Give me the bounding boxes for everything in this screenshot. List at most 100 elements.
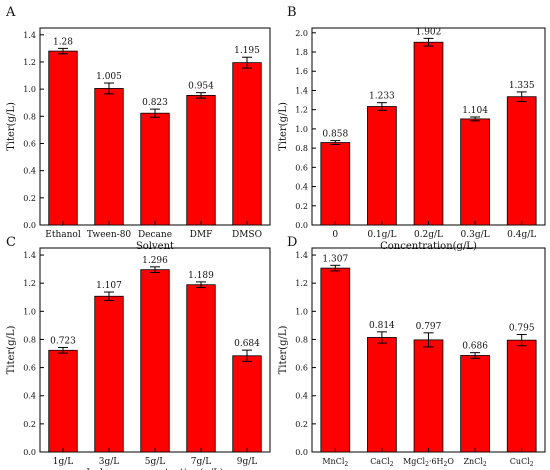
y-tick-label: 0.0 xyxy=(23,221,36,230)
y-axis-title: Titer(g/L) xyxy=(278,102,289,151)
y-tick-label: 1.0 xyxy=(23,307,36,316)
x-tick-label: 0.3g/L xyxy=(461,230,490,240)
y-axis-title: Titer(g/L) xyxy=(6,102,17,151)
x-tick-label: CuCl2 xyxy=(510,457,534,468)
y-tick-label: 0.2 xyxy=(295,202,308,211)
y-tick-label: 1.8 xyxy=(295,48,308,57)
x-tick-label: 0 xyxy=(332,230,338,240)
x-axis-title: Concentration(g/L) xyxy=(380,241,477,252)
y-tick-label: 0.4 xyxy=(295,392,308,401)
y-tick-label: 0.2 xyxy=(23,194,36,203)
x-tick-label: 9g/L xyxy=(237,457,258,467)
bar xyxy=(186,94,216,226)
bar xyxy=(413,41,444,226)
panel-a: A 0.0 0.2 0.4 0.6 0.8 1.0 1.2 1.4 Titer(g/L) 1.28 E… xyxy=(5,5,271,252)
x-axis-title: Inducer concentration(g/L) xyxy=(86,468,223,470)
y-tick-label: 0.0 xyxy=(295,448,308,457)
y-tick-label: 0.4 xyxy=(23,392,36,401)
data-label: 1.107 xyxy=(96,281,122,291)
y-tick-label: 0.0 xyxy=(295,221,308,230)
y-tick-label: 0.6 xyxy=(23,364,36,373)
data-label: 0.954 xyxy=(188,82,214,92)
y-tick-label: 1.2 xyxy=(23,58,36,67)
bar xyxy=(232,355,262,453)
x-tick-label: Decane xyxy=(138,230,172,240)
y-tick-label: 2.0 xyxy=(295,29,308,38)
x-tick-label: Tween-80 xyxy=(87,230,132,240)
panel-letter: D xyxy=(287,235,297,250)
x-tick-label: MnCl2 xyxy=(322,457,348,468)
bar xyxy=(232,62,262,226)
data-label: 1.28 xyxy=(53,37,73,47)
bar xyxy=(367,106,397,226)
x-tick-label: Ethanol xyxy=(45,230,81,240)
data-label: 0.823 xyxy=(142,98,168,108)
data-label: 1.296 xyxy=(142,256,168,266)
data-label: 0.684 xyxy=(234,339,260,349)
panel-letter: A xyxy=(5,5,16,20)
data-label: 0.723 xyxy=(50,336,76,346)
y-tick-label: 1.4 xyxy=(23,251,36,260)
data-label: 1.233 xyxy=(369,92,395,102)
x-tick-label: DMSO xyxy=(232,230,262,240)
data-label: 1.307 xyxy=(322,254,348,264)
bar xyxy=(140,269,170,453)
x-tick-label: DMF xyxy=(190,230,213,240)
bar xyxy=(140,112,170,226)
bar xyxy=(506,96,537,226)
y-tick-label: 1.0 xyxy=(295,307,308,316)
bar xyxy=(48,349,78,453)
bar xyxy=(94,88,124,226)
x-tick-label: 5g/L xyxy=(145,457,166,467)
bar xyxy=(367,337,397,453)
bar xyxy=(506,339,537,453)
panel-letter: B xyxy=(287,5,297,20)
y-tick-label: 0.4 xyxy=(23,167,36,176)
data-label: 1.005 xyxy=(96,72,122,82)
bar xyxy=(460,355,490,453)
x-tick-label: MgCl2·6H2O xyxy=(403,457,454,468)
x-tick-label: 0.1g/L xyxy=(367,230,396,240)
y-tick-label: 0.8 xyxy=(23,335,36,344)
y-axis-title: Titer(g/L) xyxy=(278,326,289,375)
data-label: 0.795 xyxy=(509,324,535,334)
y-tick-label: 1.4 xyxy=(295,251,308,260)
bar xyxy=(320,267,351,453)
panel-letter: C xyxy=(6,235,16,250)
bar xyxy=(186,284,216,453)
data-label: 1.335 xyxy=(509,81,535,91)
y-tick-label: 0.8 xyxy=(23,112,36,121)
x-tick-label: 7g/L xyxy=(191,457,212,467)
panel-b: B 0.0 0.2 0.4 0.6 0.8 1.0 1.2 1.4 1.6 1.8 2.0 Titer(… xyxy=(278,5,546,252)
data-label: 1.189 xyxy=(188,271,214,281)
y-axis-title: Titer(g/L) xyxy=(6,326,17,375)
x-tick-label: 3g/L xyxy=(99,457,120,467)
y-tick-label: 0.8 xyxy=(295,144,308,153)
x-tick-label: CaCl2 xyxy=(370,457,394,468)
data-label: 0.858 xyxy=(322,130,348,140)
y-tick-label: 1.2 xyxy=(295,106,308,115)
data-label: 1.195 xyxy=(234,46,260,56)
data-label: 1.902 xyxy=(416,27,442,37)
bar xyxy=(460,118,490,226)
y-tick-label: 1.2 xyxy=(295,279,308,288)
x-tick-label: 0.2g/L xyxy=(414,230,443,240)
data-label: 0.797 xyxy=(416,322,442,332)
y-tick-label: 1.4 xyxy=(23,31,36,40)
y-tick-label: 0.6 xyxy=(295,364,308,373)
panel-c: C 0.0 0.2 0.4 0.6 0.8 1.0 1.2 1.4 Titer(g/L) 0.723… xyxy=(6,235,271,470)
x-axis-title: Solvent xyxy=(136,241,174,252)
y-tick-label: 1.2 xyxy=(23,279,36,288)
y-tick-label: 0.8 xyxy=(295,335,308,344)
data-label: 1.104 xyxy=(462,106,488,116)
y-tick-label: 0.6 xyxy=(23,139,36,148)
data-label: 0.814 xyxy=(369,321,395,331)
x-tick-label: 1g/L xyxy=(53,457,74,467)
y-tick-label: 0.2 xyxy=(295,420,308,429)
y-tick-label: 0.6 xyxy=(295,163,308,172)
y-tick-label: 1.0 xyxy=(295,125,308,134)
y-tick-label: 1.4 xyxy=(295,86,308,95)
y-tick-label: 0.0 xyxy=(23,448,36,457)
panel-d: D 0.0 0.2 0.4 0.6 0.8 1.0 1.2 1.4 Titer(g/L) 1.307… xyxy=(278,235,546,468)
